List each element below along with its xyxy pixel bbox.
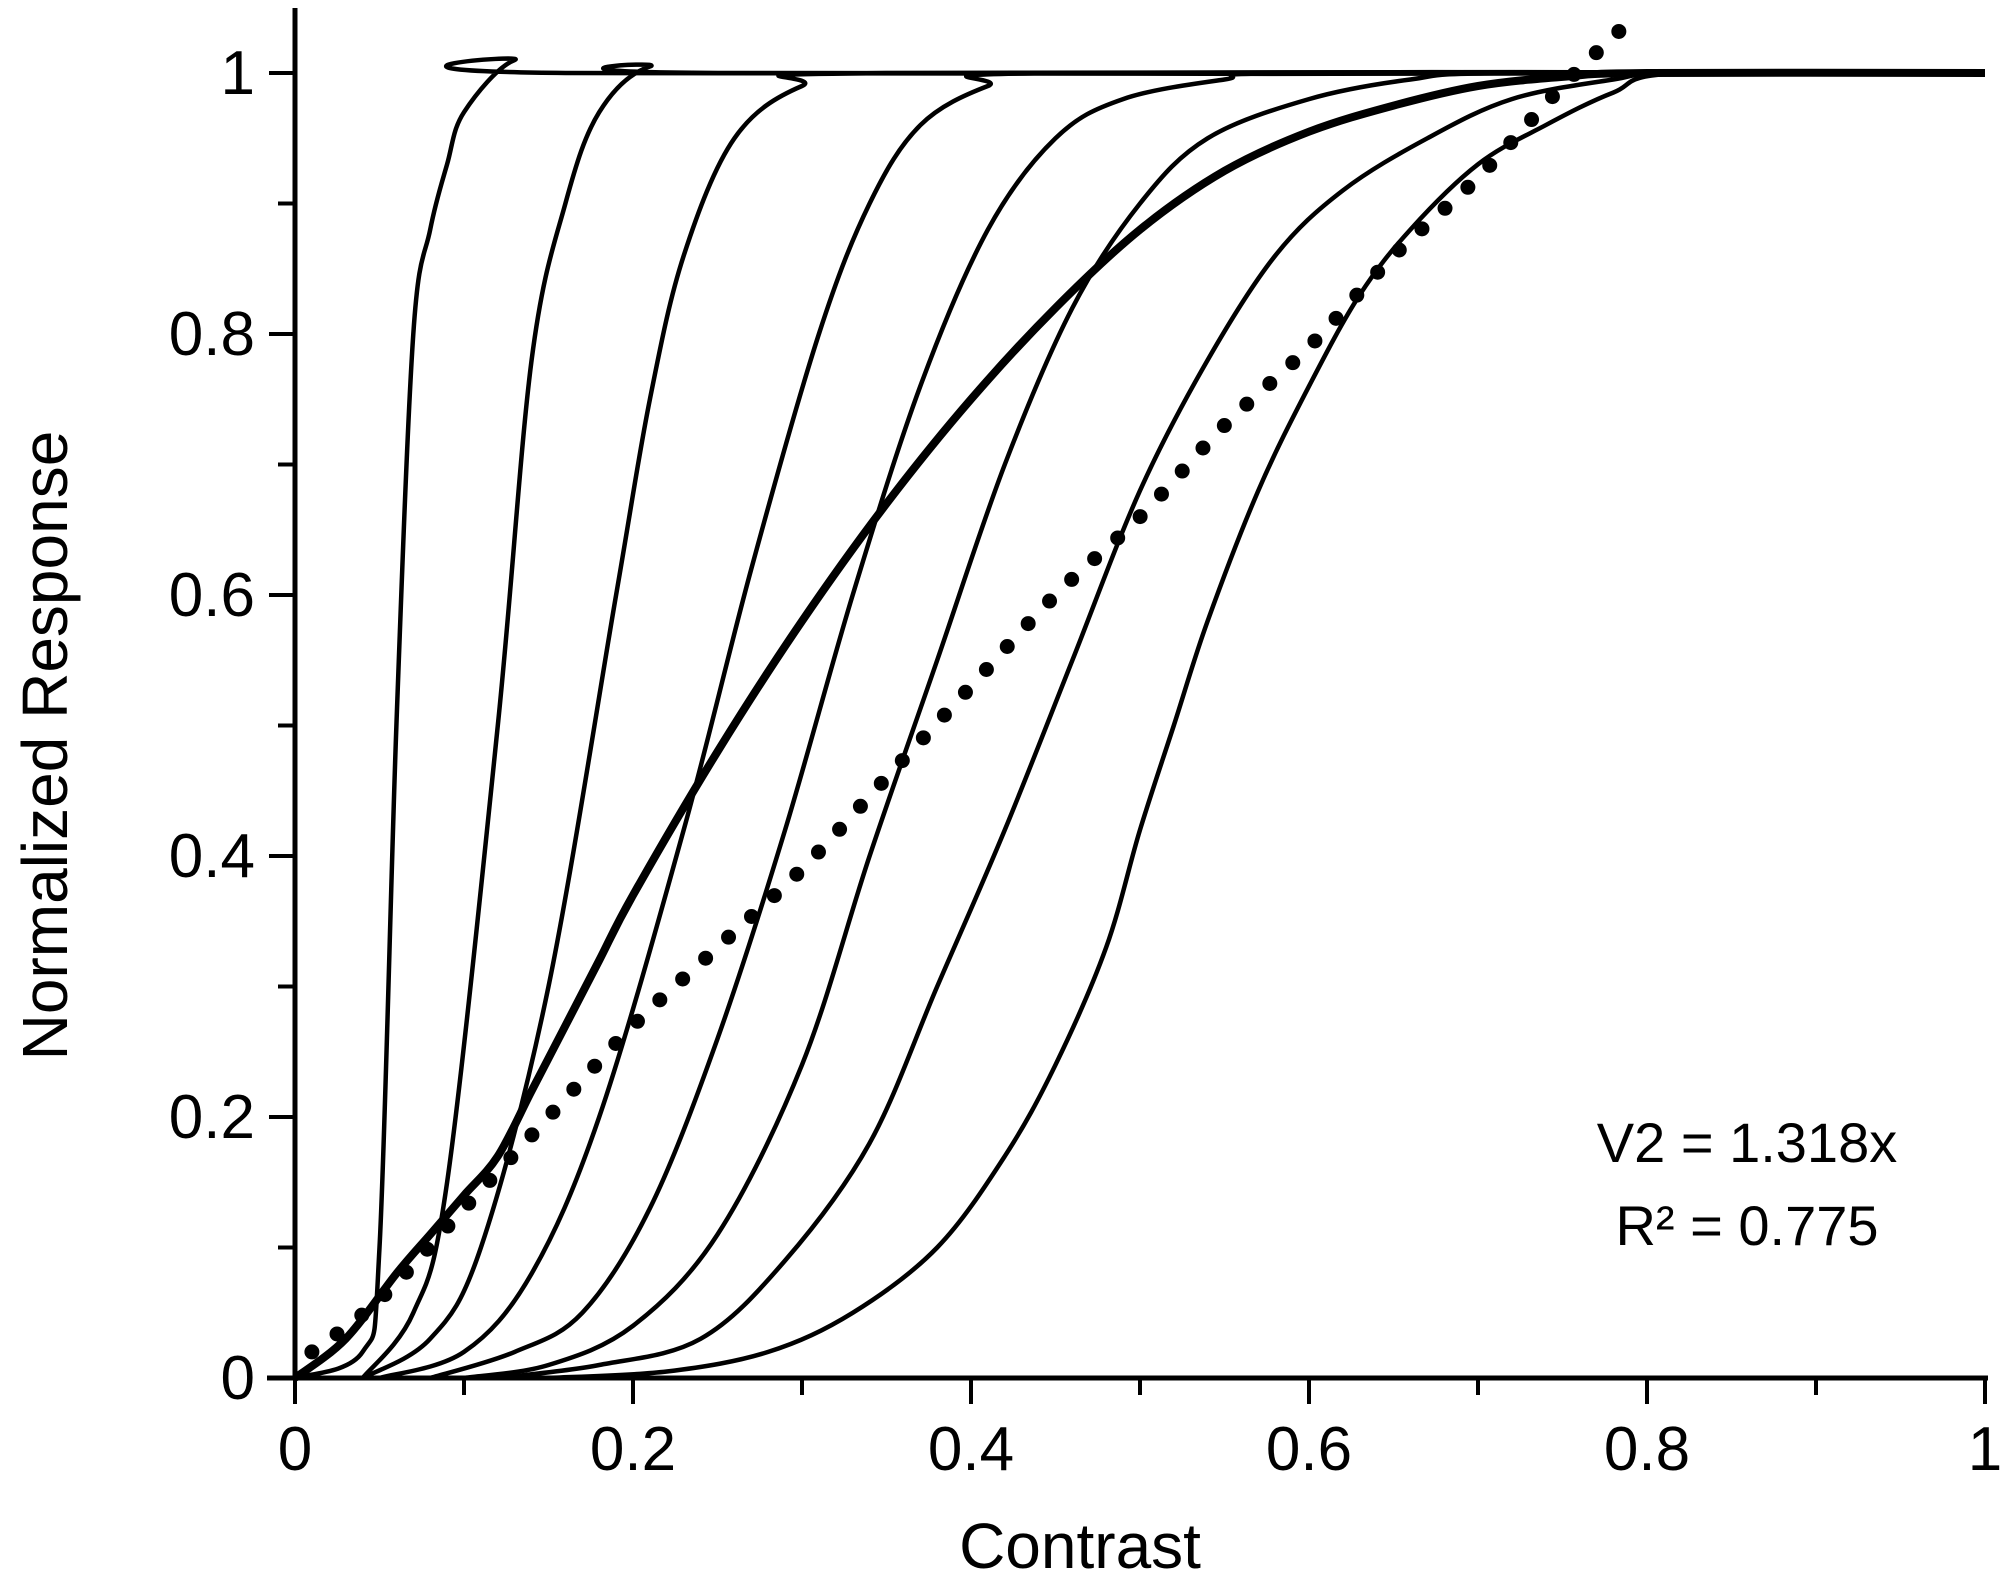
series-curve-7: [497, 70, 1986, 1381]
series-curve-5: [429, 70, 1986, 1381]
text-layer: Contrast Normalized Response V2 = 1.318x…: [9, 431, 1897, 1577]
y-tick-label: 0.8: [169, 300, 255, 369]
series-curve-4: [378, 69, 1986, 1381]
x-tick-label: 0.6: [1266, 1415, 1352, 1484]
y-tick-label: 0.2: [169, 1083, 255, 1152]
y-tick-label: 0.6: [169, 561, 255, 630]
y-tick-label: 1: [221, 39, 255, 108]
series-dotted-line: [304, 13, 1638, 1360]
series-layer: [292, 13, 1986, 1382]
axes-layer: 0 0.2 0.4 0.6 0.8 1 0 0.2 0.4 0.6 0.8 1: [169, 8, 2002, 1484]
y-tick-label: 0: [221, 1344, 255, 1413]
x-tick-label: 0.2: [590, 1415, 676, 1484]
r-squared-annotation: R² = 0.775: [1615, 1194, 1878, 1257]
y-axis-title: Normalized Response: [9, 431, 81, 1061]
equation-annotation: V2 = 1.318x: [1597, 1111, 1897, 1174]
x-tick-label: 0: [278, 1415, 312, 1484]
series-curve-8: [548, 69, 1986, 1381]
y-tick-label: 0.4: [169, 822, 255, 891]
x-axis-title: Contrast: [959, 1510, 1201, 1577]
series-bold-curve: [292, 68, 1986, 1382]
x-tick-label: 1: [1968, 1415, 2002, 1484]
series-curve-6: [463, 70, 1986, 1381]
x-tick-label: 0.8: [1604, 1415, 1690, 1484]
x-tick-label: 0.4: [928, 1415, 1014, 1484]
